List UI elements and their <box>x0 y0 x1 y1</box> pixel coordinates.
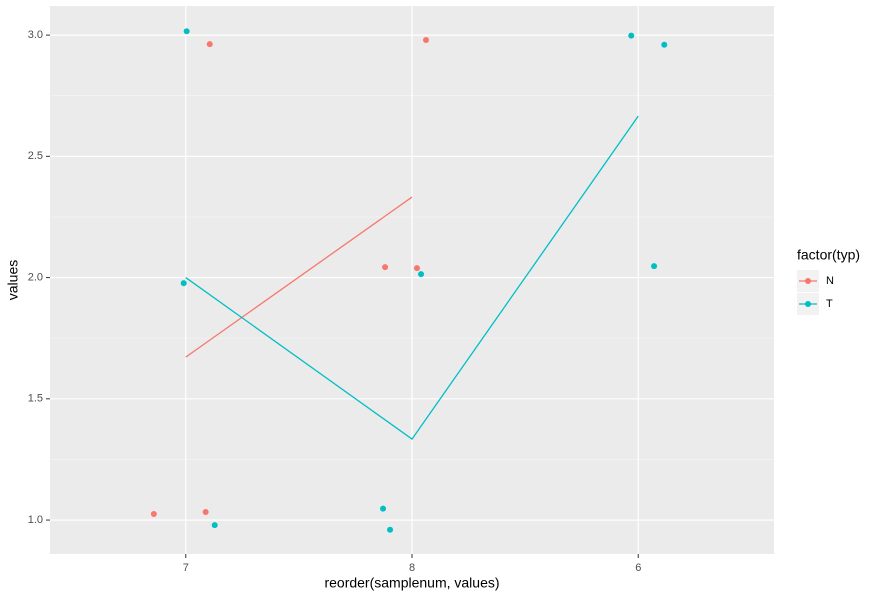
point <box>380 505 387 512</box>
legend-title: factor(typ) <box>797 247 860 263</box>
point <box>183 28 190 35</box>
point <box>206 41 213 48</box>
point <box>413 265 420 272</box>
x-tick-label: 6 <box>635 562 641 574</box>
point <box>418 271 425 278</box>
legend-point <box>805 278 811 284</box>
mean-line <box>185 196 413 358</box>
legend-point <box>805 301 811 307</box>
point <box>423 36 430 43</box>
y-tick-label: 1.0 <box>28 514 43 526</box>
legend-label: T <box>826 298 833 310</box>
point <box>211 522 218 529</box>
y-axis-title: values <box>5 260 21 300</box>
mean-line <box>185 115 639 440</box>
point <box>180 280 187 287</box>
y-tick-label: 2.5 <box>28 150 43 162</box>
y-tick-label: 3.0 <box>28 29 43 41</box>
x-tick-label: 8 <box>409 562 415 574</box>
point <box>651 263 658 270</box>
point <box>661 41 668 48</box>
plot-layer <box>50 6 774 554</box>
legend-label: N <box>826 275 834 287</box>
point <box>628 32 635 39</box>
y-tick-label: 1.5 <box>28 393 43 405</box>
point <box>382 264 389 271</box>
point <box>150 510 157 517</box>
x-tick-label: 7 <box>183 562 189 574</box>
x-axis-title: reorder(samplenum, values) <box>324 575 499 591</box>
y-tick-label: 2.0 <box>28 271 43 283</box>
point <box>387 526 394 533</box>
point <box>202 509 209 516</box>
